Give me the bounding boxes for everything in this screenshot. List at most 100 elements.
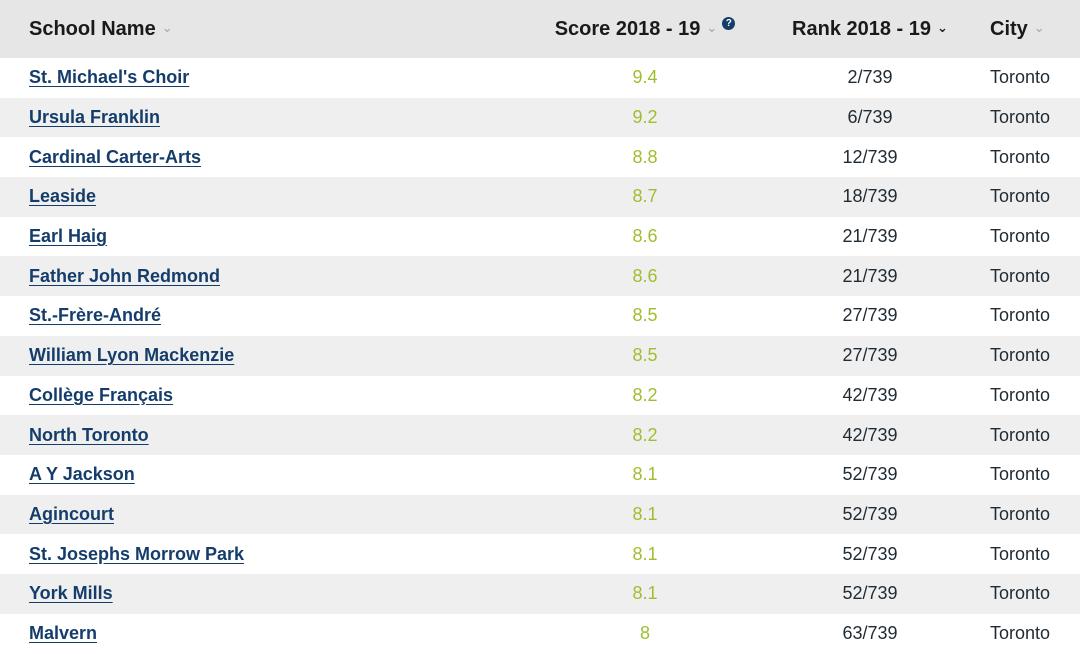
rank-header[interactable]: Rank 2018 - 19 ⌄ [770,18,970,41]
city-cell: Toronto [990,265,1051,286]
score-cell: 8.1 [632,503,658,524]
score-cell: 8 [639,622,650,643]
table-row: North Toronto 8.2 42/739 Toronto [0,415,1080,455]
city-cell: Toronto [990,305,1051,326]
city-cell: Toronto [990,384,1051,405]
score-header-label: Score 2018 - 19 [554,17,701,40]
score-cell: 9.2 [632,107,658,128]
table-row: A Y Jackson 8.1 52/739 Toronto [0,454,1080,495]
school-name-cell: Father John Redmond [0,266,520,287]
chevron-down-icon: ⌄ [706,20,718,35]
score-cell: 8.1 [632,464,658,485]
rank-cell: 2/739 [847,67,893,88]
school-name-cell: Cardinal Carter-Arts [0,147,520,168]
score-cell: 9.4 [632,67,658,88]
city-cell: Toronto [990,146,1051,167]
rank-cell: 63/739 [842,622,898,643]
school-link[interactable]: York Mills [29,583,113,604]
rank-cell: 6/739 [847,107,893,128]
school-link[interactable]: A Y Jackson [29,464,135,485]
score-cell: 8.1 [632,583,658,604]
city-cell: Toronto [990,424,1051,445]
rank-cell: 52/739 [842,583,898,604]
school-name-cell: A Y Jackson [0,464,520,485]
score-cell: 8.2 [632,384,658,405]
school-name-header[interactable]: School Name ⌄ [0,18,520,41]
rank-cell: 18/739 [842,186,898,207]
school-name-cell: Agincourt [0,504,520,525]
table-header: School Name ⌄ Score 2018 - 19 ⌄ ? Rank 2… [0,0,1080,58]
school-name-cell: Collège Français [0,385,520,406]
table-row: Agincourt 8.1 52/739 Toronto [0,494,1080,535]
score-header[interactable]: Score 2018 - 19 ⌄ ? [520,16,770,41]
school-name-cell: Earl Haig [0,226,520,247]
rank-cell: 52/739 [842,543,898,564]
table-body: St. Michael's Choir 9.4 2/739 Toronto Ur… [0,58,1080,654]
table-row: William Lyon Mackenzie 8.5 27/739 Toront… [0,335,1080,376]
table-row: Cardinal Carter-Arts 8.8 12/739 Toronto [0,137,1080,178]
rank-cell: 21/739 [842,265,898,286]
chevron-down-icon: ⌄ [161,20,173,35]
city-cell: Toronto [990,226,1051,247]
score-cell: 8.6 [632,226,658,247]
city-cell: Toronto [990,345,1051,366]
school-link[interactable]: North Toronto [29,424,149,445]
score-cell: 8.5 [632,345,658,366]
table-row: York Mills 8.1 52/739 Toronto [0,573,1080,614]
school-name-cell: St. Josephs Morrow Park [0,544,520,565]
table-row: Malvern 8 63/739 Toronto [0,613,1080,654]
school-link[interactable]: Father John Redmond [29,265,221,286]
score-cell: 8.1 [632,543,658,564]
city-cell: Toronto [990,503,1051,524]
city-header[interactable]: City ⌄ [970,18,1080,41]
city-cell: Toronto [990,464,1051,485]
school-link[interactable]: Earl Haig [29,226,108,247]
chevron-down-icon: ⌄ [1033,20,1045,35]
rank-cell: 42/739 [842,384,898,405]
school-name-cell: St.-Frère-André [0,305,520,326]
table-row: Earl Haig 8.6 21/739 Toronto [0,216,1080,257]
score-cell: 8.8 [632,146,658,167]
school-link[interactable]: Leaside [29,186,97,207]
city-cell: Toronto [990,107,1051,128]
school-name-header-label: School Name [29,17,156,40]
school-link[interactable]: Agincourt [29,503,114,524]
school-name-cell: William Lyon Mackenzie [0,345,520,366]
city-cell: Toronto [990,622,1051,643]
score-cell: 8.7 [632,186,658,207]
school-name-cell: Leaside [0,186,520,207]
rank-cell: 21/739 [842,226,898,247]
school-name-cell: York Mills [0,583,520,604]
table-row: Father John Redmond 8.6 21/739 Toronto [0,256,1080,297]
school-name-cell: Malvern [0,623,520,644]
school-name-cell: Ursula Franklin [0,107,520,128]
school-name-cell: North Toronto [0,425,520,446]
rank-cell: 27/739 [842,305,898,326]
table-row: Ursula Franklin 9.2 6/739 Toronto [0,97,1080,138]
table-row: St.-Frère-André 8.5 27/739 Toronto [0,296,1080,336]
school-link[interactable]: Malvern [29,622,98,643]
table-row: St. Josephs Morrow Park 8.1 52/739 Toron… [0,534,1080,574]
city-cell: Toronto [990,543,1051,564]
school-link[interactable]: St. Josephs Morrow Park [29,543,245,564]
city-cell: Toronto [990,583,1051,604]
school-link[interactable]: William Lyon Mackenzie [29,345,235,366]
rank-cell: 52/739 [842,503,898,524]
school-name-cell: St. Michael's Choir [0,67,520,88]
help-icon[interactable]: ? [722,16,736,30]
rank-cell: 42/739 [842,424,898,445]
school-link[interactable]: Ursula Franklin [29,107,161,128]
table-row: Leaside 8.7 18/739 Toronto [0,177,1080,217]
rank-cell: 27/739 [842,345,898,366]
school-link[interactable]: Collège Français [29,384,174,405]
rank-cell: 52/739 [842,464,898,485]
table-row: Collège Français 8.2 42/739 Toronto [0,375,1080,416]
school-link[interactable]: Cardinal Carter-Arts [29,146,202,167]
score-cell: 8.5 [632,305,658,326]
school-link[interactable]: St. Michael's Choir [29,67,190,88]
school-link[interactable]: St.-Frère-André [29,305,162,326]
rank-cell: 12/739 [842,146,898,167]
chevron-down-icon: ⌄ [937,20,948,35]
rank-header-label: Rank 2018 - 19 [792,17,932,40]
